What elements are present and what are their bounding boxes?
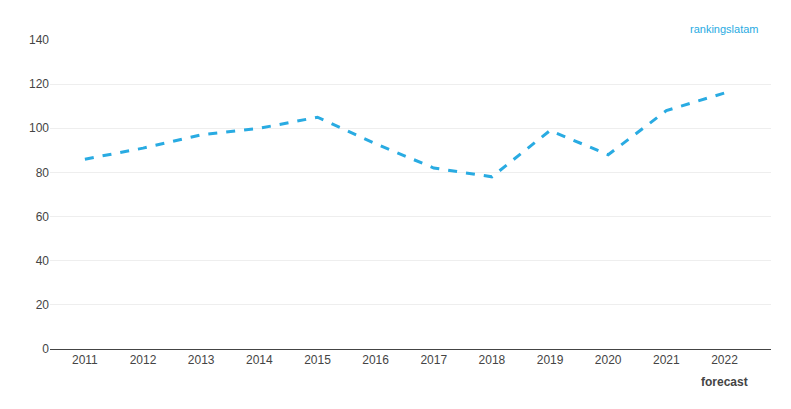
svg-text:2016: 2016	[362, 353, 389, 367]
svg-text:20: 20	[36, 298, 50, 312]
svg-text:60: 60	[36, 210, 50, 224]
svg-text:120: 120	[29, 77, 49, 91]
svg-text:2019: 2019	[537, 353, 564, 367]
svg-text:2011: 2011	[72, 353, 98, 367]
svg-text:2018: 2018	[479, 353, 506, 367]
svg-text:2013: 2013	[188, 353, 215, 367]
svg-text:2020: 2020	[595, 353, 622, 367]
svg-text:rankingslatam: rankingslatam	[690, 23, 758, 35]
svg-text:forecast: forecast	[701, 375, 748, 389]
svg-text:2014: 2014	[246, 353, 273, 367]
svg-text:40: 40	[36, 254, 50, 268]
svg-text:100: 100	[29, 121, 49, 135]
svg-text:80: 80	[36, 166, 50, 180]
svg-text:140: 140	[29, 33, 49, 47]
svg-text:2015: 2015	[304, 353, 331, 367]
svg-text:2021: 2021	[653, 353, 680, 367]
svg-text:2017: 2017	[420, 353, 447, 367]
svg-text:2022: 2022	[711, 353, 738, 367]
svg-text:0: 0	[42, 342, 49, 356]
svg-text:2012: 2012	[130, 353, 157, 367]
